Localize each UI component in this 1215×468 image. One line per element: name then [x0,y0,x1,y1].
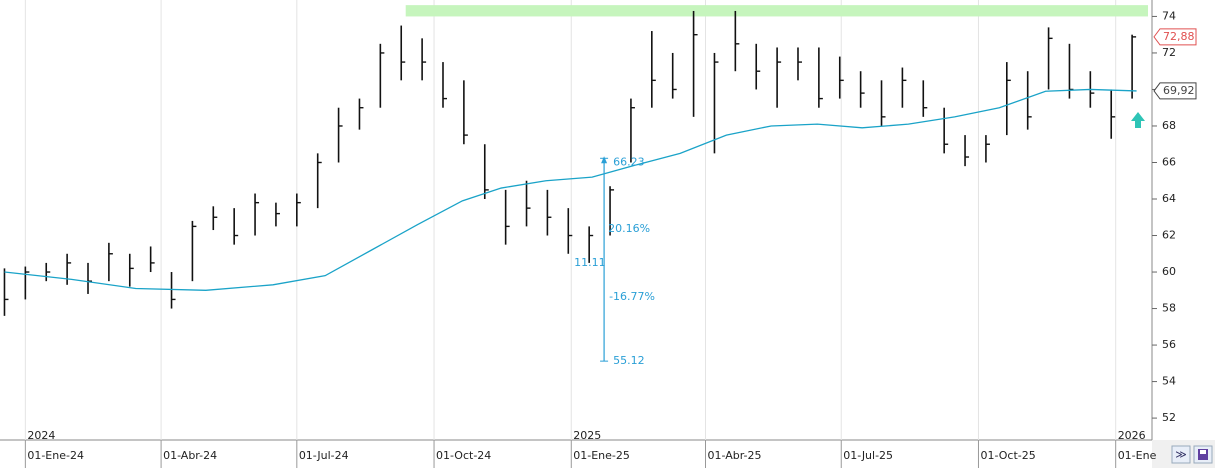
year-label: 2025 [573,429,601,442]
y-tick-label: 58 [1162,302,1176,315]
measure-arrow [601,156,608,164]
teal-arrow [1131,112,1145,128]
y-tick-label: 64 [1162,192,1176,205]
moving-average [4,88,1137,291]
y-tick-label: 52 [1162,411,1176,424]
measure-label: 11.11 [574,256,606,269]
measure-label: 66.23 [613,155,645,168]
resistance-zone [405,5,1148,17]
y-tick-label: 60 [1162,265,1176,278]
x-tick-label: 01-Ene [1118,449,1157,462]
price-label: 72,88 [1163,30,1195,43]
x-tick-label: 01-Oct-25 [980,449,1035,462]
x-tick-label: 01-Jul-25 [843,449,893,462]
x-tick-label: 01-Jul-24 [299,449,349,462]
y-tick-label: 62 [1162,229,1176,242]
y-tick-label: 54 [1162,375,1176,388]
year-label: 2026 [1118,429,1146,442]
y-tick-label: 56 [1162,338,1176,351]
svg-text:≫: ≫ [1175,448,1187,461]
y-tick-label: 74 [1162,9,1176,22]
y-tick-label: 66 [1162,155,1176,168]
y-tick-label: 72 [1162,46,1176,59]
measure-label: 20.16% [608,222,650,235]
price-label-box [1153,28,1197,46]
measure-label: 55.12 [613,354,645,367]
price-label: 69,92 [1163,84,1195,97]
x-tick-label: 01-Oct-24 [436,449,491,462]
year-label: 2024 [27,429,55,442]
x-tick-label: 01-Ene-24 [27,449,84,462]
price-label-box [1153,82,1197,100]
x-tick-label: 01-Ene-25 [573,449,630,462]
x-tick-label: 01-Abr-25 [708,449,762,462]
scroll-button[interactable]: ≫ [1171,445,1191,464]
y-tick-label: 68 [1162,119,1176,132]
save-button[interactable] [1193,445,1213,464]
x-tick-label: 01-Abr-24 [163,449,217,462]
measure-label: -16.77% [609,290,655,303]
